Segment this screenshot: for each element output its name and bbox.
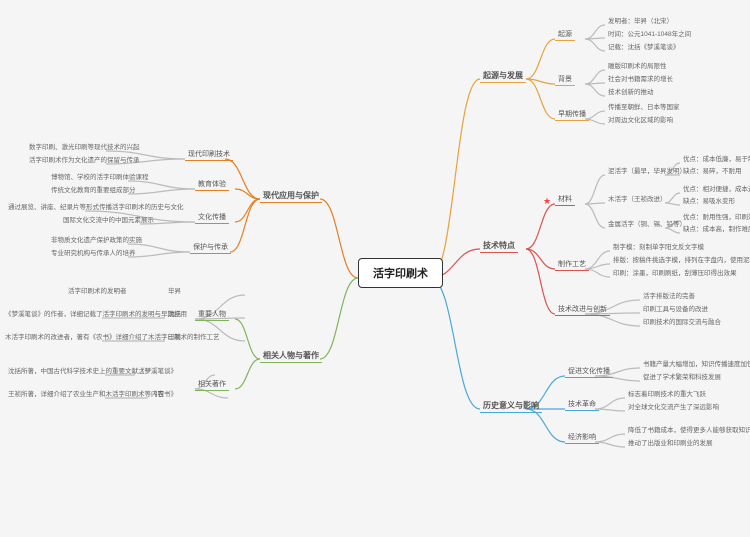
leaf-l2a-0: 毕昇 xyxy=(165,287,184,297)
topic-r3[interactable]: 历史意义与影响 xyxy=(480,400,542,413)
leaf-l1c-1: 国际文化交流中的中国元素展示 xyxy=(60,216,157,226)
leaf-r2b-0: 制字模：刻制单字阳文反文字模 xyxy=(610,243,707,253)
leaf-r3c-1: 推动了出版业和印刷业的发展 xyxy=(625,439,716,449)
leaf-r1c-0: 传播至朝鲜、日本等国家 xyxy=(605,103,683,113)
sub-r2c[interactable]: 技术改进与创新 xyxy=(555,305,610,316)
topic-r1[interactable]: 起源与发展 xyxy=(480,70,526,83)
leaf-r2c-1: 印刷工具与设备的改进 xyxy=(640,305,711,315)
leaf-r2c-2: 印刷技术的国际交流与融合 xyxy=(640,318,724,328)
leaf-r3b-1: 对全球文化交流产生了深远影响 xyxy=(625,403,722,413)
leaf-l1c-0: 通过展览、讲座、纪录片等形式传播活字印刷术的历史与文化 xyxy=(5,203,187,213)
leaf-l1d-1: 专业研究机构与传承人的培养 xyxy=(48,249,139,259)
leaf-r3a-0: 书籍产量大幅增加，知识传播速度加快 xyxy=(640,360,750,370)
leaf-r2a-2: 金属活字（铜、锡、铅等） xyxy=(605,220,689,230)
leaf-r2a-1: 木活字（王祯改进） xyxy=(605,195,670,205)
sub-r3c[interactable]: 经济影响 xyxy=(565,433,599,444)
leaf-r2a-2-1: 缺点：成本高，制作难度大 xyxy=(680,225,750,235)
topic-r2[interactable]: 技术特点 xyxy=(480,240,518,253)
leaf-l2b-0-0: 沈括所著，中国古代科学技术史上的重要文献之一 xyxy=(5,367,154,377)
sub-l1b[interactable]: 教育体验 xyxy=(195,180,229,191)
leaf-r2a-2-0: 优点：耐用性强，印刷效果佳 xyxy=(680,213,750,223)
leaf-r2c-0: 活字排版法的完善 xyxy=(640,292,698,302)
sub-r3b[interactable]: 技术革命 xyxy=(565,400,599,411)
leaf-r1b-0: 雕版印刷术的局限性 xyxy=(605,62,670,72)
leaf-l1a-1: 活字印刷术作为文化遗产的保留与传承 xyxy=(26,156,143,166)
sub-r2b[interactable]: 制作工艺 xyxy=(555,260,589,271)
sub-l1d[interactable]: 保护与传承 xyxy=(190,243,231,254)
sub-r1c[interactable]: 早期传播 xyxy=(555,110,589,121)
leaf-l1d-0: 非物质文化遗产保护政策的实施 xyxy=(48,236,145,246)
leaf-r2a-1-0: 优点：相对便捷，成本适中 xyxy=(680,185,750,195)
sub-l2b[interactable]: 相关著作 xyxy=(195,380,229,391)
leaf-r2a-0-1: 缺点：易碎，不耐用 xyxy=(680,167,745,177)
sub-l1a[interactable]: 现代印刷技术 xyxy=(185,150,233,161)
leaf-r1b-2: 技术创新的推动 xyxy=(605,88,657,98)
leaf-r1a-2: 记载：沈括《梦溪笔谈》 xyxy=(605,43,683,53)
leaf-l1b-1: 传统文化教育的重要组成部分 xyxy=(48,186,139,196)
leaf-l1b-0: 博物馆、学校的活字印刷体验课程 xyxy=(48,173,152,183)
sub-r1b[interactable]: 背景 xyxy=(555,75,575,86)
leaf-r1a-0: 发明者：毕昇（北宋） xyxy=(605,17,676,27)
leaf-l1a-0: 数字印刷、激光印刷等现代技术的兴起 xyxy=(26,143,143,153)
sub-r2a[interactable]: 材料 xyxy=(555,195,575,206)
sub-l1c[interactable]: 文化传播 xyxy=(195,213,229,224)
leaf-r2a-0: 泥活字（最早，毕昇发明） xyxy=(605,167,689,177)
leaf-r1c-1: 对周边文化区域的影响 xyxy=(605,116,676,126)
leaf-l2a-0-0: 活字印刷术的发明者 xyxy=(65,287,130,297)
leaf-r2a-0-0: 优点：成本低廉，易于制作 xyxy=(680,155,750,165)
leaf-r3a-1: 促进了学术繁荣和科技发展 xyxy=(640,373,724,383)
leaf-r2b-2: 印刷：涂墨，印刷刷纸，刮薄压印得出效果 xyxy=(610,269,740,279)
leaf-r2a-1-1: 缺点：易吸水变形 xyxy=(680,197,738,207)
sub-l2a[interactable]: 重要人物 xyxy=(195,310,229,321)
root-node[interactable]: 活字印刷术 xyxy=(358,258,443,288)
topic-l2[interactable]: 相关人物与著作 xyxy=(260,350,322,363)
leaf-r1a-1: 时间：公元1041-1048年之间 xyxy=(605,30,694,40)
star-icon: ★ xyxy=(543,196,551,207)
topic-l1[interactable]: 现代应用与保护 xyxy=(260,190,322,203)
sub-r1a[interactable]: 起源 xyxy=(555,30,575,41)
leaf-l2b-1-0: 王祯所著，详细介绍了农业生产和木活字印刷术等内容 xyxy=(5,390,167,400)
leaf-r3b-0: 标志着印刷技术的重大飞跃 xyxy=(625,390,709,400)
sub-r3a[interactable]: 促进文化传播 xyxy=(565,367,613,378)
leaf-r3c-0: 降低了书籍成本，使得更多人能够获取知识 xyxy=(625,426,750,436)
leaf-r2b-1: 排版：按稿件挑选字模，排列在字盘内，使用泥粘或框固定 xyxy=(610,256,750,266)
leaf-l2a-1-0: 《梦溪笔谈》的作者，详细记载了活字印刷术的发明与早期应用 xyxy=(2,310,190,320)
leaf-l2a-2-0: 木活字印刷术的改进者，著有《农书》详细介绍了木活字印刷术的制作工艺 xyxy=(2,333,223,343)
leaf-r1b-1: 社会对书籍需求的增长 xyxy=(605,75,676,85)
